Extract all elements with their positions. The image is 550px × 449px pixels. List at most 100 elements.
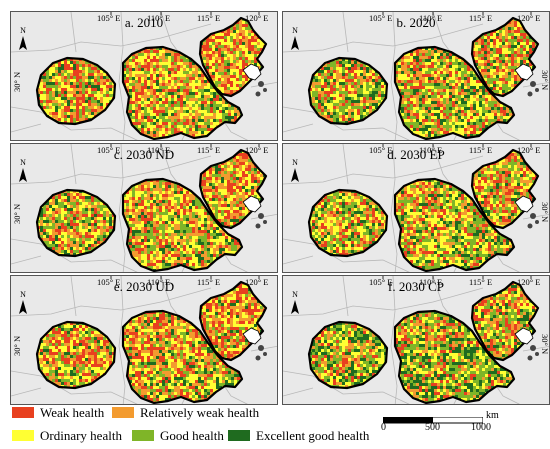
legend-label: Excellent good health [256, 428, 370, 443]
panel-title: e. 2030 UD [113, 279, 175, 294]
north-arrow: N [16, 158, 30, 186]
island [258, 81, 264, 87]
map-canvas [11, 144, 277, 272]
map-panel-f: f. 2030 CP 105° E 110° E 115° E 120° E 30° N N [282, 275, 550, 405]
region-outline-central [121, 309, 244, 404]
island [263, 88, 267, 92]
longitude-tick-label: 115° E [469, 277, 493, 287]
north-arrow: N [16, 26, 30, 54]
region-west [309, 58, 387, 124]
north-arrow: N [288, 290, 302, 318]
water-body [514, 63, 534, 81]
region-outline-west [35, 56, 117, 126]
north-arrow: N [288, 158, 302, 186]
map-canvas [11, 12, 277, 140]
map-panel-b: b. 2020 105° E 110° E 115° E 120° E 30° N N [282, 11, 550, 141]
north-arrow-icon [19, 36, 27, 50]
longitude-tick-label: 115° E [197, 13, 221, 23]
map-panel-d: d. 2030 EP 105° E 110° E 115° E 120° E 30° N N [282, 143, 550, 273]
longitude-tick-label: 115° E [197, 145, 221, 155]
scale-bar: km 0 500 1000 [381, 410, 499, 433]
region-outline-west [307, 56, 389, 126]
longitude-tick-label: 115° E [197, 277, 221, 287]
water-body [242, 63, 262, 81]
longitude-tick-label: 110° E [147, 13, 171, 23]
region-outline-east [198, 16, 268, 98]
map-canvas [283, 12, 549, 140]
island [258, 345, 264, 351]
water-body [514, 195, 534, 213]
longitude-tick-label: 110° E [147, 277, 171, 287]
region-outline-west [35, 188, 117, 258]
legend-swatch [228, 430, 250, 441]
water-body [514, 327, 534, 345]
legend-item-relatively-weak: Relatively weak health [112, 405, 259, 421]
island [535, 352, 539, 356]
scale-tick-500: 500 [425, 422, 440, 433]
longitude-tick-label: 115° E [469, 145, 493, 155]
longitude-tick-label: 105° E [97, 13, 121, 23]
region-outline-central [393, 45, 516, 140]
legend-label: Weak health [40, 405, 105, 420]
longitude-tick-label: 110° E [147, 145, 171, 155]
island [527, 91, 533, 97]
latitude-tick-label: 30° N [12, 71, 22, 92]
latitude-tick-label: 30° N [12, 203, 22, 224]
longitude-tick-label: 120° E [517, 277, 541, 287]
island [255, 91, 261, 97]
region-outline-central [121, 45, 244, 140]
region-outline-east [470, 16, 540, 98]
map-panel-a: a. 2010 105° E 110° E 115° E 120° E 30° N N [10, 11, 278, 141]
legend-label: Good health [160, 428, 224, 443]
island [258, 213, 264, 219]
panel-title: b. 2020 [396, 15, 436, 30]
region-west [309, 322, 387, 388]
longitude-tick-label: 105° E [369, 277, 393, 287]
north-arrow: N [16, 290, 30, 318]
region-outline-central [393, 309, 516, 404]
region-outline-central [393, 177, 516, 272]
legend-item-excellent: Excellent good health [228, 428, 369, 444]
island [530, 81, 536, 87]
region-outline-east [470, 148, 540, 230]
latitude-tick-label: 30° N [12, 335, 22, 356]
longitude-tick-label: 120° E [245, 277, 269, 287]
region-outline-west [307, 320, 389, 390]
legend-swatch [112, 407, 134, 418]
island [535, 220, 539, 224]
longitude-tick-label: 120° E [517, 13, 541, 23]
legend-swatch [132, 430, 154, 441]
north-label: N [292, 26, 298, 35]
water-body [242, 195, 262, 213]
panel-title: a. 2010 [124, 15, 164, 30]
north-label: N [292, 290, 298, 299]
island [263, 352, 267, 356]
longitude-tick-label: 120° E [245, 13, 269, 23]
region-outline-west [35, 320, 117, 390]
map-canvas [283, 276, 549, 404]
legend-swatch [12, 407, 34, 418]
island [263, 220, 267, 224]
longitude-tick-label: 105° E [369, 145, 393, 155]
longitude-tick-label: 110° E [419, 13, 443, 23]
legend-item-ordinary: Ordinary health [12, 428, 122, 444]
map-canvas [283, 144, 549, 272]
north-arrow-icon [19, 300, 27, 314]
longitude-tick-label: 120° E [517, 145, 541, 155]
map-panel-c: c. 2030 ND 105° E 110° E 115° E 120° E 30° N N [10, 143, 278, 273]
panel-title: f. 2030 CP [388, 279, 444, 294]
longitude-tick-label: 110° E [419, 145, 443, 155]
panel-title: d. 2030 EP [387, 147, 445, 162]
north-arrow-icon [291, 168, 299, 182]
longitude-tick-label: 105° E [97, 145, 121, 155]
scale-unit-label: km [486, 410, 499, 421]
longitude-tick-label: 105° E [369, 13, 393, 23]
province-boundaries [11, 12, 277, 140]
longitude-tick-label: 105° E [97, 277, 121, 287]
north-label: N [20, 26, 26, 35]
island [530, 213, 536, 219]
north-arrow-icon [19, 168, 27, 182]
latitude-tick-label: 30° N [540, 202, 550, 223]
region-outline-east [470, 280, 540, 362]
island [527, 355, 533, 361]
